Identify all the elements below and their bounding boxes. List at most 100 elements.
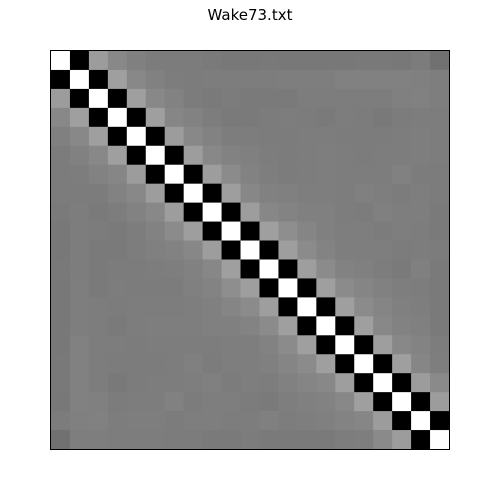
heatmap-cell-r11-c7 [183, 259, 204, 280]
heatmap-cell-r5-c16 [354, 145, 374, 166]
heatmap-cell-r17-c7 [183, 373, 204, 393]
heatmap-cell-r14-c13 [297, 316, 317, 336]
heatmap-cell-r17-c18 [392, 373, 412, 393]
heatmap-cell-r4-c14 [316, 126, 336, 147]
heatmap-cell-r4-c6 [164, 126, 185, 147]
heatmap-cell-r17-c1 [69, 373, 90, 393]
heatmap-cell-r10-c4 [126, 240, 147, 261]
heatmap-cell-r0-c20 [430, 51, 450, 71]
heatmap-cell-r18-c7 [183, 392, 204, 412]
heatmap-cell-r0-c11 [259, 51, 280, 71]
heatmap-cell-r10-c15 [335, 240, 355, 261]
heatmap-cell-r2-c3 [107, 88, 128, 109]
heatmap-cell-r4-c3 [107, 126, 128, 147]
heatmap-cell-r18-c5 [145, 392, 166, 412]
heatmap-cell-r8-c10 [240, 202, 261, 223]
heatmap-cell-r5-c6 [164, 145, 185, 166]
heatmap-cell-r14-c15 [335, 316, 355, 336]
heatmap-cell-r12-c15 [335, 278, 355, 298]
heatmap-cell-r20-c11 [259, 430, 280, 450]
heatmap-cell-r5-c11 [259, 145, 280, 166]
heatmap-cell-r7-c13 [297, 183, 317, 204]
heatmap-cell-r5-c19 [411, 145, 431, 166]
chart-title: Wake73.txt [207, 6, 293, 24]
heatmap-cell-r17-c17 [373, 373, 393, 393]
heatmap-cell-r7-c2 [88, 183, 109, 204]
heatmap-cell-r8-c20 [430, 202, 450, 223]
heatmap-cell-r1-c6 [164, 69, 185, 90]
heatmap-cell-r13-c1 [69, 297, 90, 317]
heatmap-cell-r11-c10 [240, 259, 261, 280]
heatmap-cell-r7-c6 [164, 183, 185, 204]
heatmap-cell-r12-c3 [107, 278, 128, 298]
heatmap-cell-r18-c6 [164, 392, 185, 412]
heatmap-cell-r12-c18 [392, 278, 412, 298]
heatmap-cell-r20-c0 [51, 430, 71, 450]
heatmap-cell-r11-c11 [259, 259, 280, 280]
heatmap-cell-r0-c18 [392, 51, 412, 71]
heatmap-cell-r11-c14 [316, 259, 336, 280]
heatmap-cell-r20-c7 [183, 430, 204, 450]
heatmap-cell-r0-c13 [297, 51, 317, 71]
heatmap-cell-r8-c15 [335, 202, 355, 223]
heatmap-cell-r20-c13 [297, 430, 317, 450]
heatmap-cell-r0-c5 [145, 51, 166, 71]
heatmap-cell-r15-c17 [373, 335, 393, 355]
heatmap-cell-r16-c8 [202, 354, 223, 374]
heatmap-cell-r13-c11 [259, 297, 280, 317]
heatmap-cell-r9-c3 [107, 221, 128, 242]
heatmap-cell-r11-c6 [164, 259, 185, 280]
heatmap-cell-r16-c13 [297, 354, 317, 374]
heatmap-cell-r10-c16 [354, 240, 374, 261]
heatmap-cell-r2-c2 [88, 88, 109, 109]
heatmap-cell-r1-c20 [430, 69, 450, 90]
heatmap-cell-r13-c10 [240, 297, 261, 317]
heatmap-cell-r3-c18 [392, 107, 412, 128]
heatmap-cell-r9-c12 [278, 221, 298, 242]
heatmap-cell-r2-c15 [335, 88, 355, 109]
heatmap-cell-r15-c13 [297, 335, 317, 355]
heatmap-cell-r6-c12 [278, 164, 298, 185]
heatmap-cell-r7-c19 [411, 183, 431, 204]
heatmap-cell-r17-c16 [354, 373, 374, 393]
heatmap-cell-r20-c10 [240, 430, 261, 450]
heatmap-cell-r0-c15 [335, 51, 355, 71]
heatmap-cell-r17-c6 [164, 373, 185, 393]
heatmap-cell-r20-c12 [278, 430, 298, 450]
heatmap-cell-r14-c0 [51, 316, 71, 336]
heatmap-cell-r20-c15 [335, 430, 355, 450]
heatmap-cell-r0-c17 [373, 51, 393, 71]
heatmap-cell-r17-c13 [297, 373, 317, 393]
heatmap-cell-r15-c20 [430, 335, 450, 355]
heatmap-cell-r19-c17 [373, 411, 393, 431]
heatmap-cell-r16-c3 [107, 354, 128, 374]
heatmap-cell-r16-c0 [51, 354, 71, 374]
heatmap-cell-r17-c3 [107, 373, 128, 393]
heatmap-cell-r18-c11 [259, 392, 280, 412]
heatmap-cell-r2-c8 [202, 88, 223, 109]
heatmap-cell-r5-c2 [88, 145, 109, 166]
heatmap-cell-r5-c20 [430, 145, 450, 166]
heatmap-cell-r15-c8 [202, 335, 223, 355]
heatmap-cell-r16-c11 [259, 354, 280, 374]
heatmap-cell-r3-c16 [354, 107, 374, 128]
heatmap-cell-r18-c0 [51, 392, 71, 412]
heatmap-cell-r14-c10 [240, 316, 261, 336]
heatmap-cell-r20-c20 [430, 430, 450, 450]
heatmap-cell-r14-c12 [278, 316, 298, 336]
heatmap-cell-r7-c0 [51, 183, 71, 204]
heatmap-cell-r9-c14 [316, 221, 336, 242]
heatmap-cell-r7-c4 [126, 183, 147, 204]
heatmap-cell-r5-c10 [240, 145, 261, 166]
heatmap-cell-r17-c9 [221, 373, 242, 393]
heatmap-cell-r19-c13 [297, 411, 317, 431]
heatmap-cell-r2-c13 [297, 88, 317, 109]
heatmap-cell-r9-c18 [392, 221, 412, 242]
heatmap-cell-r8-c14 [316, 202, 336, 223]
heatmap-cell-r17-c4 [126, 373, 147, 393]
heatmap-cell-r14-c16 [354, 316, 374, 336]
heatmap-cell-r13-c12 [278, 297, 298, 317]
heatmap-cell-r3-c10 [240, 107, 261, 128]
heatmap-cell-r14-c9 [221, 316, 242, 336]
